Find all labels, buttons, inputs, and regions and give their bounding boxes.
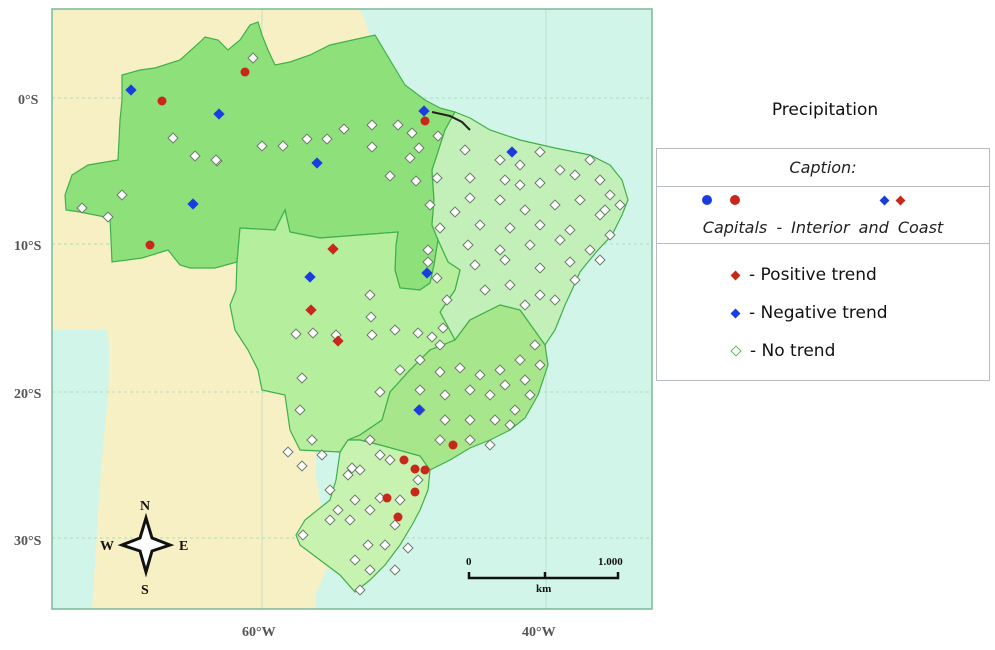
- lat-label-0: 0°S: [18, 93, 39, 108]
- legend-title: Precipitation: [771, 100, 879, 120]
- svg-text:1.000: 1.000: [598, 556, 623, 568]
- region-northeast: [431, 111, 629, 347]
- brazil-map: 0°S 10°S 20°S 30°S 60°W 40°W N W E S 0 1…: [14, 8, 653, 640]
- legend-caption: Caption:: [657, 149, 989, 187]
- legend-capitals-row: Capitals - Interior and Coast: [657, 187, 989, 244]
- legend-capitals-text: Capitals - Interior and Coast: [702, 218, 944, 237]
- legend: Caption: Capitals - Interior and Coast -…: [656, 148, 990, 381]
- svg-text:0: 0: [466, 556, 472, 568]
- lat-label-30: 30°S: [14, 534, 42, 549]
- lon-label-60w: 60°W: [242, 625, 276, 640]
- positive-trend-diamond-icon: [730, 270, 741, 280]
- trend-markers: [125, 67, 518, 522]
- no-trend-diamond-icon: [730, 345, 742, 357]
- lat-label-10: 10°S: [14, 239, 42, 254]
- legend-item-negative: - Negative trend: [730, 294, 989, 332]
- legend-item-no-trend: - No trend: [730, 332, 989, 370]
- lon-label-40w: 40°W: [522, 625, 556, 640]
- negative-trend-diamond-icon: [730, 308, 741, 318]
- region-center-west: [229, 208, 461, 453]
- no-trend-markers: [76, 52, 626, 596]
- svg-text:km: km: [536, 583, 551, 595]
- svg-text:N: N: [140, 499, 150, 514]
- scale-bar: 0 1.000 km: [466, 556, 623, 595]
- capital-blue-dot-icon: [702, 195, 712, 205]
- interior-coast-blue-diamond-icon: [879, 195, 890, 206]
- legend-item-positive: - Positive trend: [730, 256, 989, 294]
- svg-text:E: E: [179, 539, 188, 554]
- lat-label-20: 20°S: [14, 387, 42, 402]
- svg-text:S: S: [141, 583, 149, 598]
- region-south: [295, 439, 431, 593]
- compass-rose-icon: N W E S: [100, 499, 188, 598]
- svg-text:W: W: [100, 539, 114, 554]
- region-southeast: [347, 304, 549, 471]
- interior-coast-red-diamond-icon: [895, 195, 906, 206]
- capital-red-dot-icon: [730, 195, 740, 205]
